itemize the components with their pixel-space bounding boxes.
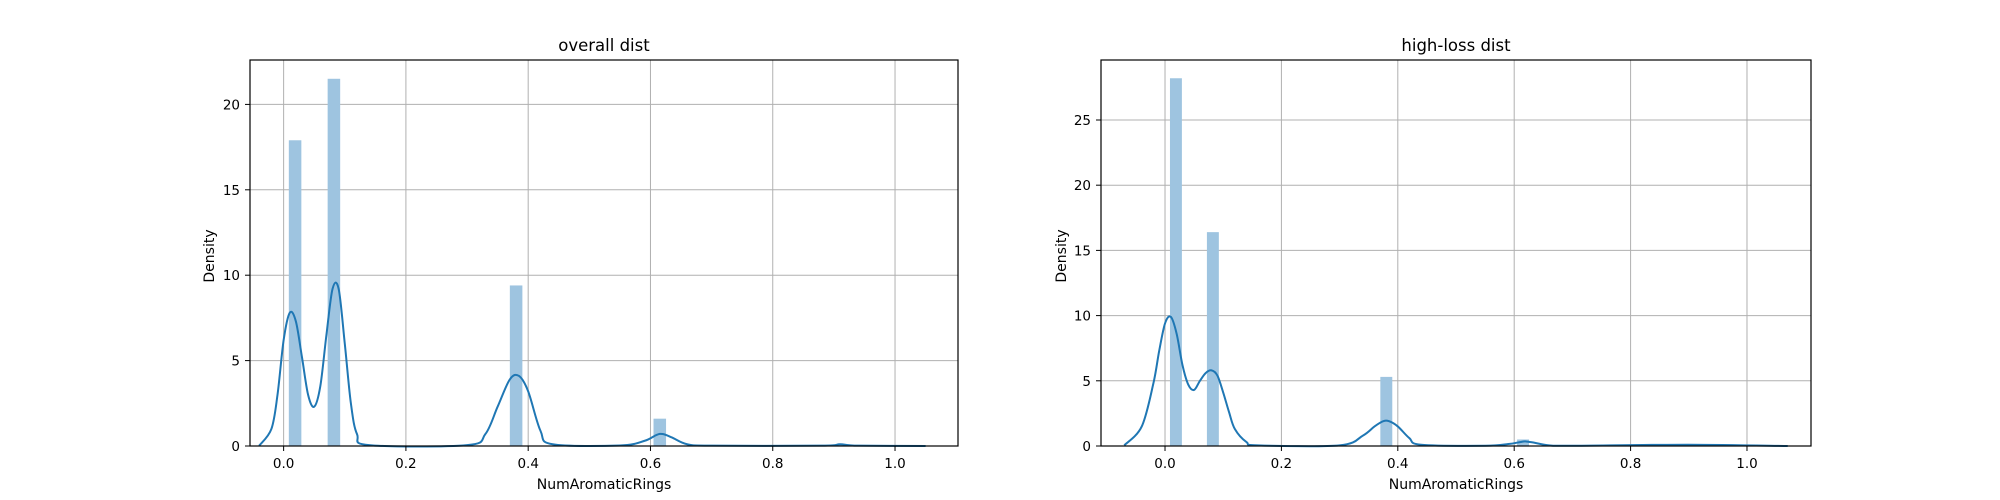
y-tick-label: 25 xyxy=(1074,113,1091,129)
y-tick-label: 15 xyxy=(1074,243,1091,259)
axes-frame xyxy=(1100,59,1812,447)
x-axis-label: NumAromaticRings xyxy=(1389,477,1524,493)
y-tick-label: 5 xyxy=(231,354,240,370)
x-tick-label: 0.6 xyxy=(640,456,661,472)
x-tick-label: 0.8 xyxy=(1620,456,1641,472)
y-tick-label: 0 xyxy=(231,439,240,455)
y-tick-label: 5 xyxy=(1082,374,1091,390)
x-axis-label: NumAromaticRings xyxy=(537,477,672,493)
chart-title: high-loss dist xyxy=(1401,36,1511,55)
histogram-bar xyxy=(1206,232,1219,446)
y-tick-label: 20 xyxy=(1074,178,1091,194)
histogram-bar xyxy=(653,418,667,446)
y-tick-label: 20 xyxy=(223,97,240,113)
chart-title: overall dist xyxy=(558,36,650,55)
x-tick-label: 0.2 xyxy=(1271,456,1292,472)
kde-line xyxy=(258,281,926,448)
kde-line xyxy=(1123,315,1788,448)
x-tick-label: 1.0 xyxy=(1736,456,1757,472)
y-tick-label: 10 xyxy=(223,268,240,284)
y-tick-label: 10 xyxy=(1074,309,1091,325)
x-tick-label: 0.0 xyxy=(273,456,294,472)
chart-high-loss-dist: 0.0 0.2 0.4 0.6 0.8 1.0 0 5 10 15 20 25 high-loss d… xyxy=(1054,36,1812,493)
histogram-bar xyxy=(1517,439,1530,446)
y-tick-label: 0 xyxy=(1082,439,1091,455)
x-tick-label: 1.0 xyxy=(884,456,905,472)
histogram-bar xyxy=(327,78,341,447)
histogram-bar xyxy=(288,140,302,446)
x-tick-label: 0.6 xyxy=(1503,456,1524,472)
histogram-bar xyxy=(1380,376,1393,446)
histogram-bar xyxy=(509,285,523,446)
x-tick-label: 0.4 xyxy=(517,456,538,472)
x-tick-label: 0.0 xyxy=(1154,456,1175,472)
y-axis-label: Density xyxy=(1054,229,1070,282)
x-tick-label: 0.2 xyxy=(395,456,416,472)
y-axis-label: Density xyxy=(202,229,218,282)
x-tick-label: 0.8 xyxy=(762,456,783,472)
x-tick-label: 0.4 xyxy=(1387,456,1408,472)
histogram-bar xyxy=(1169,78,1182,446)
y-tick-label: 15 xyxy=(223,183,240,199)
axes-frame xyxy=(249,59,959,447)
